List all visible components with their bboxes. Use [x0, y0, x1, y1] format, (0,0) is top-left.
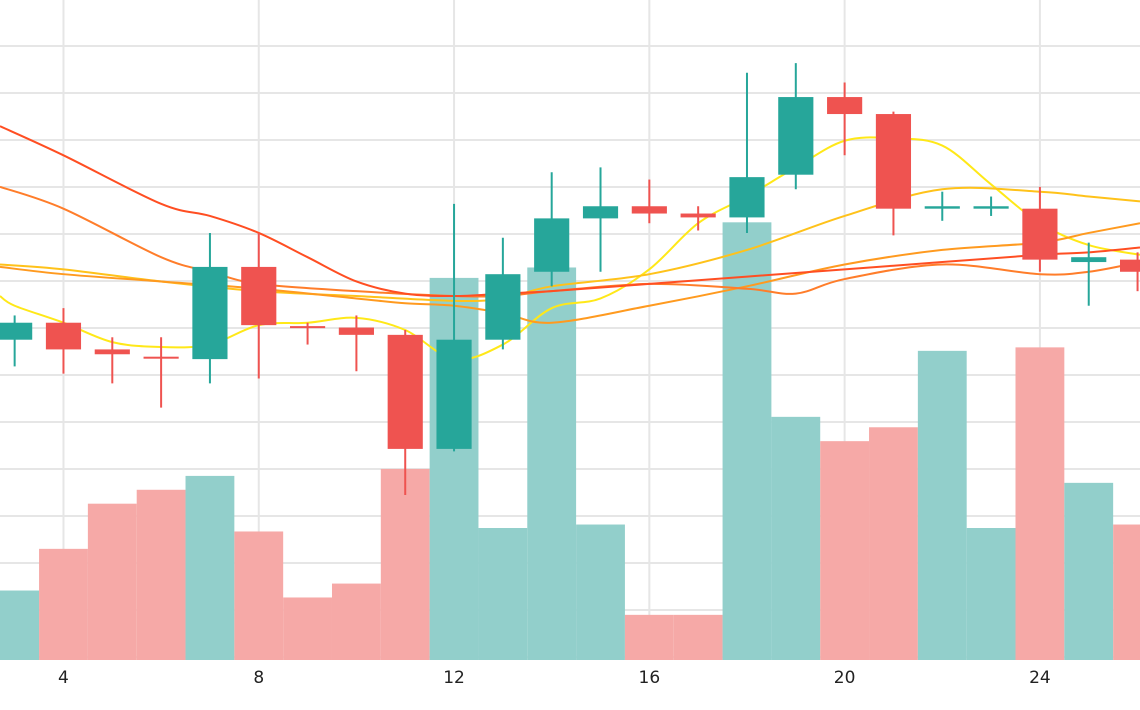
candle-body	[582, 206, 619, 219]
x-tick-label: 24	[1029, 668, 1051, 688]
volume-bar	[1113, 524, 1140, 660]
volume-bars	[0, 222, 1140, 660]
volume-bar	[576, 524, 625, 660]
candle	[143, 337, 179, 408]
candle	[1022, 186, 1058, 272]
candle	[1119, 252, 1140, 292]
volume-bar	[185, 475, 235, 660]
volume-bar	[966, 528, 1016, 660]
x-axis: 4 8 12 16 20 24	[58, 668, 1051, 688]
candle-body	[45, 322, 82, 350]
candle-body	[1071, 257, 1107, 263]
candle	[924, 191, 960, 221]
x-tick-label: 4	[58, 668, 69, 688]
candle-body	[290, 326, 326, 329]
volume-bar	[87, 503, 137, 660]
candle-body	[680, 213, 716, 218]
volume-bar	[234, 531, 284, 660]
candle-body	[192, 266, 228, 360]
candles	[0, 63, 1140, 495]
candle-body	[778, 97, 814, 175]
volume-bar	[283, 597, 332, 660]
volume-bar	[0, 590, 40, 660]
candle	[875, 111, 912, 236]
candle-body	[436, 339, 472, 449]
candle-body	[875, 114, 912, 209]
volume-bar	[380, 468, 430, 660]
candle-body	[1022, 208, 1058, 260]
candle-body	[729, 177, 765, 218]
candle-body	[631, 206, 667, 214]
candle	[338, 315, 374, 372]
candle-body	[143, 356, 179, 359]
candle	[582, 167, 619, 272]
candle	[485, 237, 521, 350]
candle	[778, 63, 814, 190]
volume-bar	[624, 614, 674, 660]
candle	[1071, 242, 1107, 306]
candle-body	[924, 206, 960, 209]
candle-body	[534, 218, 570, 272]
volume-bar	[722, 222, 772, 660]
volume-bar	[673, 614, 723, 660]
volume-bar	[478, 528, 528, 660]
moving-average-line	[0, 186, 1140, 303]
candle	[290, 322, 326, 345]
volume-bar	[869, 427, 918, 660]
candle	[387, 330, 423, 495]
candle-body	[1119, 259, 1140, 272]
candle-body	[973, 206, 1009, 209]
candle-body	[485, 274, 521, 340]
candle-body	[94, 349, 130, 355]
candle	[534, 172, 570, 287]
candle	[631, 179, 667, 224]
volume-bar	[136, 489, 186, 660]
x-tick-label: 12	[443, 668, 465, 688]
volume-bar	[917, 350, 967, 660]
volume-bar	[331, 583, 381, 660]
volume-bar	[1064, 482, 1114, 660]
candle	[192, 232, 228, 384]
x-tick-label: 16	[639, 668, 661, 688]
candle	[680, 206, 716, 231]
candle-body	[827, 97, 863, 115]
candle	[436, 203, 472, 452]
candle	[827, 82, 863, 156]
x-tick-label: 20	[834, 668, 856, 688]
volume-bar	[771, 416, 821, 660]
candle-body	[338, 327, 374, 335]
candle-body	[241, 266, 277, 326]
volume-bar	[527, 267, 577, 660]
x-tick-label: 8	[253, 668, 264, 688]
candle	[729, 72, 765, 233]
candle-body	[0, 322, 33, 340]
candle	[94, 337, 130, 384]
candle	[0, 315, 33, 367]
volume-bar	[820, 441, 870, 660]
candle	[973, 196, 1009, 216]
candle-body	[387, 334, 423, 449]
volume-bar	[39, 548, 88, 660]
candle	[241, 232, 277, 379]
candle	[45, 308, 82, 374]
volume-bar	[1015, 347, 1065, 660]
